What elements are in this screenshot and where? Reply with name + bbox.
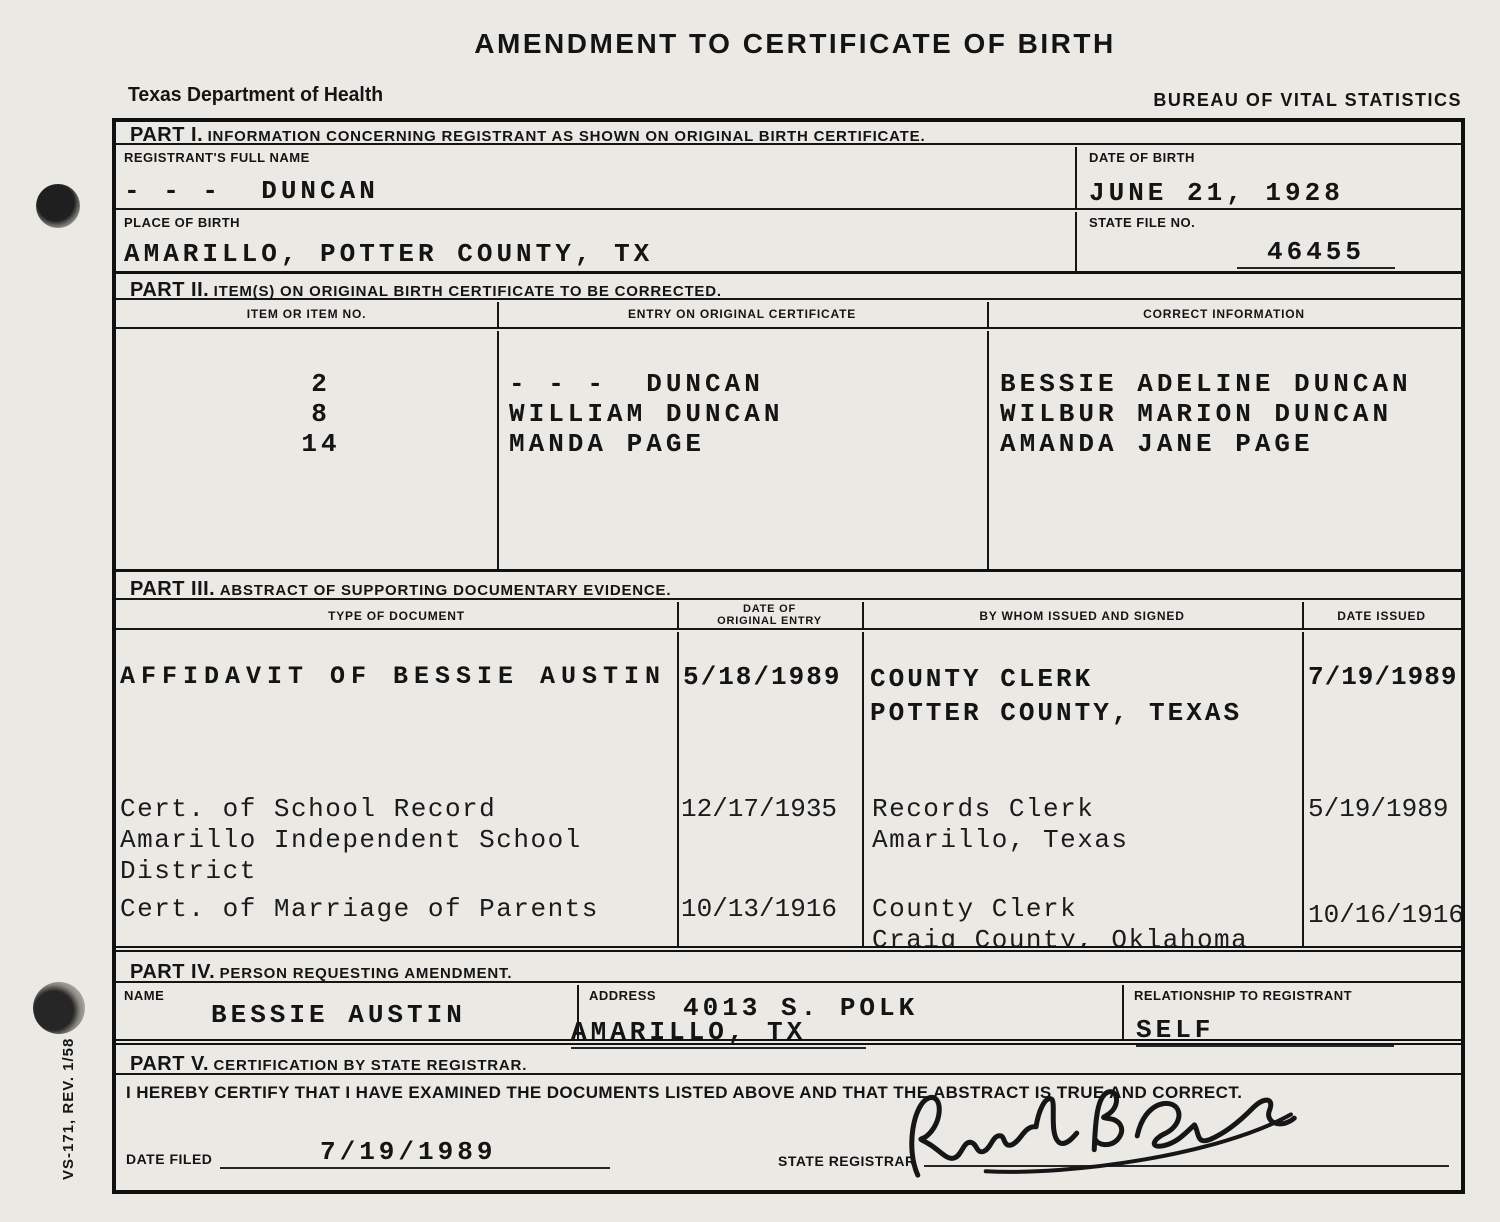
registrant-name-value: - - - DUNCAN [124, 176, 379, 206]
document-title: AMENDMENT TO CERTIFICATE OF BIRTH [474, 28, 1116, 59]
divider [577, 985, 579, 1039]
divider [1302, 602, 1304, 628]
file-no-label: STATE FILE NO. [1089, 215, 1196, 230]
part2-heading-text: ITEM(S) ON ORIGINAL BIRTH CERTIFICATE TO… [213, 283, 722, 300]
agency-name: Texas Department of Health [128, 84, 384, 106]
punch-hole-icon [36, 184, 80, 228]
registrar-signature [909, 1089, 1297, 1178]
part2-correct-information: BESSIE ADELINE DUNCAN WILBUR MARION DUNCA… [1000, 369, 1412, 459]
part3-heading-text: ABSTRACT OF SUPPORTING DOCUMENTARY EVIDE… [219, 582, 672, 599]
registrant-name-label: REGISTRANT'S FULL NAME [124, 150, 310, 165]
part1-heading: PART I. INFORMATION CONCERNING REGISTRAN… [116, 122, 1461, 145]
date-filed-label: DATE FILED [126, 1151, 213, 1167]
registrar-signature-line [924, 1127, 1449, 1167]
part5-heading-label: PART V. [130, 1053, 210, 1075]
part2-body: 2 8 14 - - - DUNCAN WILLIAM DUNCAN MANDA PAG… [116, 331, 1461, 572]
divider [497, 331, 499, 569]
part3-row3-issued-by: County Clerk Craig County, Oklahoma [872, 894, 1249, 952]
dob-label: DATE OF BIRTH [1089, 150, 1195, 165]
part2-item-numbers: 2 8 14 [301, 369, 341, 459]
address-line2: AMARILLO, TX [571, 1017, 867, 1049]
requestor-name-label: NAME [124, 988, 165, 1003]
part4-body: NAME BESSIE AUSTIN ADDRESS 4013 S. POLK … [116, 985, 1461, 1049]
part3-row1-type: AFFIDAVIT OF BESSIE AUSTIN [120, 662, 667, 691]
pob-label: PLACE OF BIRTH [124, 215, 241, 230]
part3-col1-header: TYPE OF DOCUMENT [328, 609, 465, 623]
divider [497, 302, 499, 327]
part1-heading-text: INFORMATION CONCERNING REGISTRANT AS SHO… [207, 128, 926, 145]
divider [862, 602, 864, 628]
divider [862, 632, 864, 946]
part3-row3-type: Cert. of Marriage of Parents [120, 894, 599, 924]
divider [1075, 212, 1077, 271]
part1-row2: PLACE OF BIRTH AMARILLO, POTTER COUNTY, … [116, 212, 1461, 274]
part3-row1-date-issued: 7/19/1989 [1308, 662, 1458, 692]
part3-column-headers: TYPE OF DOCUMENT DATE OF ORIGINAL ENTRY … [116, 602, 1461, 630]
part3-row2-date-issued: 5/19/1989 [1308, 794, 1449, 824]
part3-row1-date-entry: 5/18/1989 [683, 662, 842, 692]
date-filed-value: 7/19/1989 [320, 1137, 497, 1167]
file-no-value: 46455 [1237, 237, 1396, 269]
bureau-name: BUREAU OF VITAL STATISTICS [1153, 90, 1462, 110]
part3-row2-type: Cert. of School Record Amarillo Independ… [120, 794, 582, 886]
divider [677, 602, 679, 628]
punch-hole-icon [33, 982, 85, 1034]
address-line1: 4013 S. POLK [683, 993, 919, 1023]
part3-col4-header: DATE ISSUED [1337, 609, 1426, 623]
divider [987, 331, 989, 569]
part2-col1-header: ITEM OR ITEM NO. [246, 307, 367, 321]
part4-heading-label: PART IV. [130, 961, 216, 983]
requestor-name-value: BESSIE AUSTIN [211, 1000, 466, 1030]
divider [1302, 632, 1304, 946]
part1-heading-label: PART I. [130, 124, 204, 145]
part2-col2-header: ENTRY ON ORIGINAL CERTIFICATE [627, 307, 857, 321]
relationship-value: SELF [1136, 1015, 1395, 1047]
part3-heading: PART III. ABSTRACT OF SUPPORTING DOCUMEN… [116, 576, 1461, 600]
pob-value: AMARILLO, POTTER COUNTY, TX [124, 239, 654, 269]
part5-heading: PART V. CERTIFICATION BY STATE REGISTRAR… [116, 1051, 1461, 1075]
part5-heading-text: CERTIFICATION BY STATE REGISTRAR. [213, 1057, 528, 1074]
part3-heading-label: PART III. [130, 578, 216, 600]
part2-column-headers: ITEM OR ITEM NO. ENTRY ON ORIGINAL CERTI… [116, 302, 1461, 329]
part2-original-entries: - - - DUNCAN WILLIAM DUNCAN MANDA PAGE [509, 369, 784, 459]
part3-row2-date-entry: 12/17/1935 [681, 794, 838, 824]
part3-row2-issued-by: Records Clerk Amarillo, Texas [872, 794, 1129, 855]
part2-heading-label: PART II. [130, 279, 210, 300]
part1-row1: REGISTRANT'S FULL NAME - - - DUNCAN DATE… [116, 147, 1461, 210]
address-label: ADDRESS [589, 988, 657, 1003]
part5-body: I HEREBY CERTIFY THAT I HAVE EXAMINED TH… [116, 1075, 1461, 1186]
divider [987, 302, 989, 327]
certification-statement: I HEREBY CERTIFY THAT I HAVE EXAMINED TH… [126, 1083, 1243, 1102]
part3-col3-header: BY WHOM ISSUED AND SIGNED [979, 609, 1185, 623]
divider [677, 632, 679, 946]
part3-row3-date-issued: 10/16/1916 [1308, 900, 1461, 930]
divider [1075, 147, 1077, 208]
state-registrar-label: STATE REGISTRAR [778, 1153, 916, 1169]
relationship-label: RELATIONSHIP TO REGISTRANT [1134, 988, 1353, 1003]
part3-body: AFFIDAVIT OF BESSIE AUSTIN 5/18/1989 COU… [116, 632, 1461, 952]
dob-value: JUNE 21, 1928 [1089, 178, 1344, 208]
part4-heading: PART IV. PERSON REQUESTING AMENDMENT. [116, 959, 1461, 983]
dob-cell: DATE OF BIRTH JUNE 21, 1928 [1077, 147, 1461, 208]
part3-col2-header: DATE OF ORIGINAL ENTRY [717, 603, 822, 627]
form-number: VS-171, REV. 1/58 [60, 1037, 77, 1180]
file-no-cell: STATE FILE NO. 46455 [1077, 212, 1461, 271]
part3-row3-date-entry: 10/13/1916 [681, 894, 838, 924]
form-frame: PART I. INFORMATION CONCERNING REGISTRAN… [112, 118, 1465, 1194]
part2-heading: PART II. ITEM(S) ON ORIGINAL BIRTH CERTI… [116, 277, 1461, 300]
part4-heading-text: PERSON REQUESTING AMENDMENT. [219, 965, 513, 982]
part3-row1-issued-by: COUNTY CLERK POTTER COUNTY, TEXAS [870, 664, 1243, 728]
part2-col3-header: CORRECT INFORMATION [1143, 307, 1305, 321]
divider [1122, 985, 1124, 1039]
date-filed-line: 7/19/1989 [220, 1129, 610, 1169]
